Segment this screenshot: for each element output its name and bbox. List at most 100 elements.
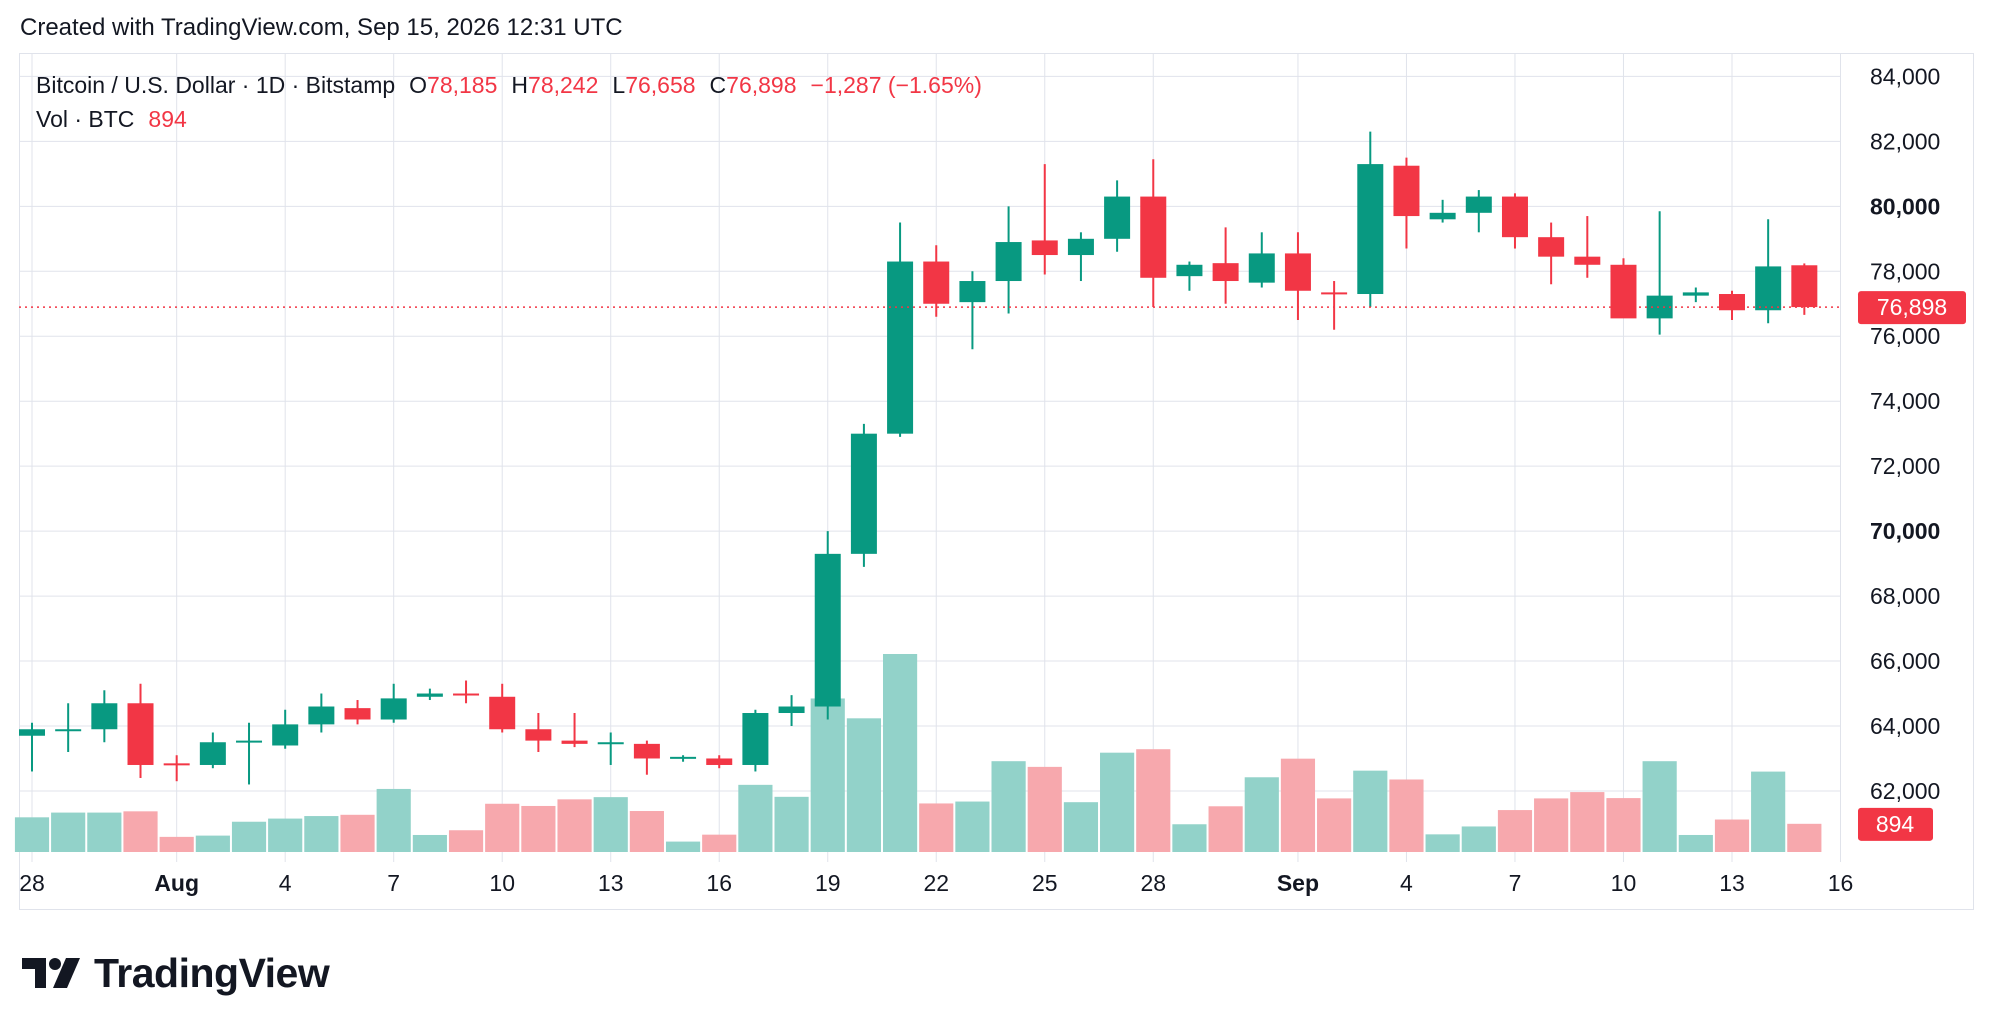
candle-body: [1718, 294, 1745, 311]
price-tick-label: 66,000: [1870, 648, 1940, 674]
volume-bar: [1787, 823, 1822, 852]
candle-body: [1212, 263, 1239, 282]
candle-body: [1429, 212, 1456, 220]
close-label: C: [709, 72, 727, 98]
candle-body: [959, 281, 986, 303]
volume-bars: [14, 654, 1822, 852]
time-tick-label: 7: [387, 870, 400, 896]
ohlc-legend: Bitcoin / U.S. Dollar · 1D · Bitstamp O78…: [36, 72, 982, 99]
candle-body: [1501, 196, 1528, 238]
candle-body: [489, 696, 516, 730]
last-price-tag: [1858, 291, 1966, 325]
volume-bar: [340, 814, 375, 852]
candle-body: [923, 261, 950, 304]
volume-bar: [1172, 824, 1207, 852]
candle-body: [1104, 196, 1131, 239]
candle-body: [416, 693, 443, 697]
candle-body: [1321, 292, 1348, 295]
volume-bar: [521, 805, 556, 852]
volume-bar: [1389, 779, 1424, 852]
low-value: 76,658: [625, 72, 696, 98]
price-tick-label: 68,000: [1870, 583, 1940, 609]
symbol-title: Bitcoin / U.S. Dollar · 1D · Bitstamp: [36, 72, 396, 98]
candle-body: [1574, 256, 1601, 265]
chart-credit: Created with TradingView.com, Sep 15, 20…: [20, 14, 623, 41]
volume-bar: [412, 834, 447, 852]
candle-body: [1610, 264, 1637, 319]
last-price-tag-label: 76,898: [1877, 294, 1947, 320]
candle-body: [995, 242, 1022, 282]
candle-body: [887, 261, 914, 434]
volume-bar: [846, 718, 881, 852]
candle-body: [1176, 264, 1203, 277]
volume-bar: [1497, 810, 1533, 852]
volume-label: Vol · BTC: [36, 106, 135, 132]
price-tick-label: 80,000: [1870, 193, 1940, 219]
candle-body: [670, 756, 697, 759]
time-tick-label: Aug: [154, 870, 199, 896]
candles: [19, 131, 1818, 785]
open-value: 78,185: [427, 72, 498, 98]
candle-body: [344, 708, 371, 720]
time-tick-label: 22: [923, 870, 949, 896]
volume-bar: [991, 761, 1026, 852]
last-price-line: 76,898 894: [19, 291, 1966, 841]
price-tick-label: 74,000: [1870, 388, 1940, 414]
volume-bar: [14, 817, 50, 852]
candle-body: [1791, 265, 1818, 308]
candle-body: [1646, 295, 1673, 319]
candle-body: [91, 703, 118, 730]
volume-bar: [1063, 802, 1099, 852]
candle-body: [1357, 164, 1384, 295]
price-tick-label: 72,000: [1870, 453, 1940, 479]
volume-bar: [231, 821, 267, 852]
tradingview-logo[interactable]: TradingView: [22, 949, 330, 996]
candle-body: [380, 698, 407, 720]
candle-body: [1538, 237, 1565, 257]
candle-body: [1284, 253, 1311, 291]
candle-body: [561, 740, 588, 744]
price-tick-label: 70,000: [1870, 518, 1940, 544]
candle-body: [706, 758, 733, 765]
time-tick-label: 4: [1400, 870, 1413, 896]
volume-bar: [1353, 770, 1388, 852]
price-chart[interactable]: 76,898 894 84,000 82,000 80,000 78,000 76,000…: [0, 0, 1996, 910]
candle-body: [55, 729, 82, 732]
last-volume-tag: [1858, 807, 1933, 841]
volume-bar: [376, 788, 411, 852]
volume-bar: [1100, 752, 1135, 852]
candle-body: [633, 743, 660, 759]
time-tick-label: 16: [1828, 870, 1854, 896]
open-label: O: [409, 72, 428, 98]
volume-bar: [810, 698, 845, 852]
volume-bar: [51, 812, 86, 852]
volume-bar: [1534, 798, 1569, 852]
price-tick-label: 84,000: [1870, 63, 1940, 89]
volume-bar: [1714, 819, 1750, 852]
high-value: 78,242: [528, 72, 599, 98]
time-tick-label: 16: [706, 870, 732, 896]
price-tick-label: 78,000: [1870, 258, 1940, 284]
volume-bar: [87, 812, 122, 852]
candle-body: [1067, 238, 1094, 256]
price-axis: 84,000 82,000 80,000 78,000 76,000 74,000 72,0…: [1870, 63, 1940, 804]
time-tick-label: 7: [1509, 870, 1522, 896]
volume-bar: [1606, 798, 1641, 852]
candle-body: [1755, 266, 1782, 311]
volume-bar: [1751, 771, 1786, 852]
volume-bar: [485, 803, 520, 852]
candle-body: [525, 729, 552, 741]
time-axis: 28 Aug 4 7 10 13 16 19 22 25 28 Sep 4 7 10 13 16: [19, 870, 1853, 896]
volume-bar: [1317, 798, 1352, 852]
volume-bar: [702, 834, 737, 852]
volume-bar: [448, 830, 484, 852]
volume-bar: [1425, 834, 1460, 852]
brand-name: TradingView: [94, 949, 330, 996]
volume-bar: [1642, 761, 1677, 852]
time-tick-label: 4: [279, 870, 292, 896]
candle-body: [308, 706, 335, 725]
change-value: −1,287 (−1.65%): [810, 72, 982, 98]
last-volume-tag-label: 894: [1876, 811, 1915, 837]
volume-legend: Vol · BTC 894: [36, 106, 187, 133]
grid-lines: [19, 54, 1841, 862]
